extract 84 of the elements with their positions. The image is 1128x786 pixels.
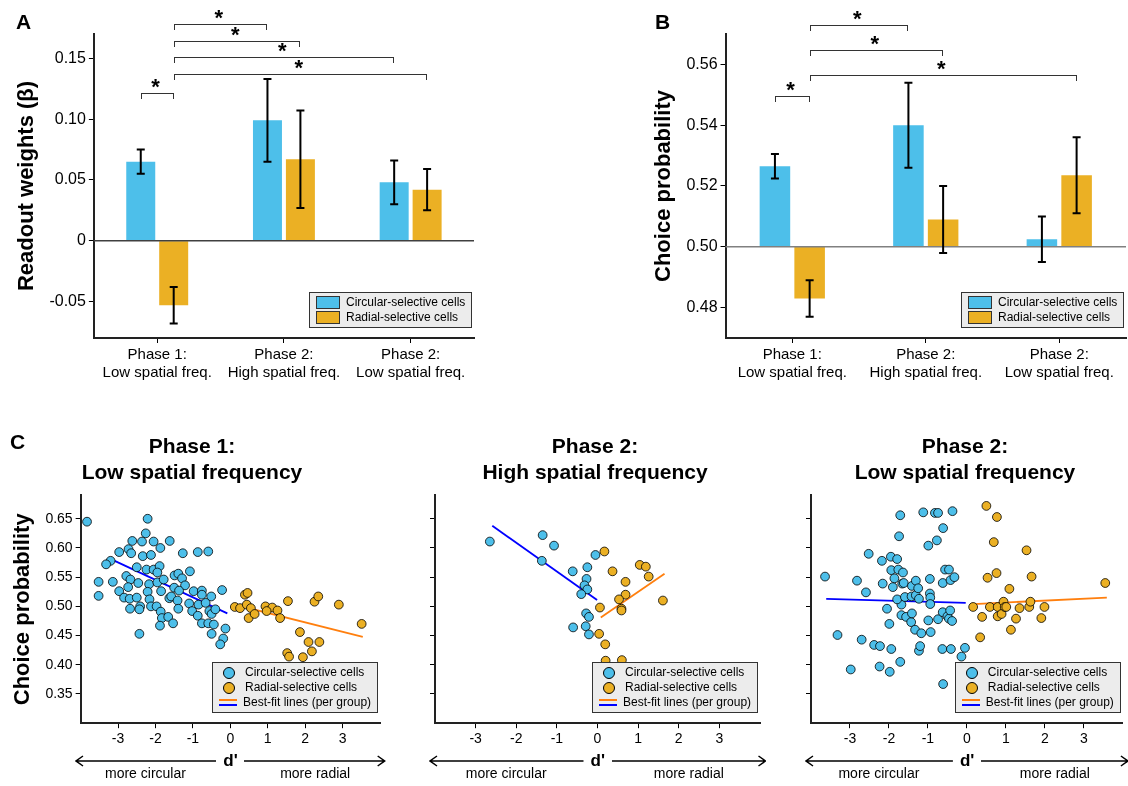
y-tick-label: 0.10 <box>54 109 86 127</box>
y-tick-label: -0.05 <box>49 291 86 309</box>
y-tick-label: 0.55 <box>45 568 73 585</box>
x-tick-label: Phase 1: Low spatial freq. <box>102 345 212 381</box>
legend-label: Radial-selective cells <box>245 680 358 696</box>
y-tick-label: 0.50 <box>686 237 718 255</box>
x-tick-label: Phase 2: Low spatial freq. <box>356 345 466 381</box>
legend-label: Circular-selective cells <box>625 665 745 681</box>
legend-label: Radial-selective cells <box>346 310 459 325</box>
y-tick-label: 0.48 <box>686 298 718 316</box>
x-tick-label: 3 <box>715 730 724 747</box>
x-tick-label: Phase 2: High spatial freq. <box>227 345 341 381</box>
legend-label: Circular-selective cells <box>987 665 1108 681</box>
y-tick-label: 0.60 <box>45 538 73 555</box>
x-tick-label: 1 <box>1001 730 1010 747</box>
x-axis-title: d' <box>590 751 605 771</box>
y-axis-title: Readout weights (β) <box>13 80 39 292</box>
y-tick-label: 0.54 <box>686 115 718 133</box>
text: * <box>853 6 862 31</box>
x-tick-label: 0 <box>963 730 971 747</box>
text: more circular <box>104 765 186 781</box>
chart-title: Phase 2: High spatial frequency <box>482 434 708 483</box>
legend-label: Circular-selective cells <box>998 295 1118 310</box>
y-tick-label: 0.50 <box>45 597 73 614</box>
y-tick-label: 0 <box>76 231 86 249</box>
annotation: * <box>277 38 287 63</box>
x-tick-label: 1 <box>263 730 272 747</box>
x-tick-label: 3 <box>1079 730 1088 747</box>
legend-label: Best-fit lines (per group) <box>985 695 1114 711</box>
x-tick-label: 0 <box>226 730 235 747</box>
x-tick-label: 1 <box>634 730 643 747</box>
text: more circular <box>465 765 547 781</box>
x-tick-label: Phase 2: High spatial freq. <box>869 345 983 381</box>
x-tick-label: -1 <box>921 730 935 747</box>
text: C <box>10 430 26 454</box>
y-tick-label: 0.40 <box>45 655 73 672</box>
x-tick-label: 0 <box>593 730 602 747</box>
legend-label: Radial-selective cells <box>987 680 1100 696</box>
y-tick-label: 0.15 <box>54 48 86 66</box>
legend-label: Circular-selective cells <box>245 665 365 681</box>
x-tick-label: 2 <box>1040 730 1049 747</box>
x-tick-label: -2 <box>149 730 162 747</box>
y-axis-title: Choice probability <box>650 89 676 282</box>
annotation: * <box>937 56 946 81</box>
text: more circular <box>838 765 920 781</box>
x-tick-label: -3 <box>469 730 483 747</box>
legend-label: Best-fit lines (per group) <box>243 695 372 711</box>
x-tick-label: -3 <box>843 730 857 747</box>
chart-title: Phase 2: Low spatial frequency <box>854 434 1076 483</box>
x-tick-label: -2 <box>510 730 523 747</box>
x-tick-label: 3 <box>338 730 347 747</box>
y-tick-label: 0.05 <box>54 170 86 188</box>
legend-label: Radial-selective cells <box>625 680 738 696</box>
y-tick-label: 0.65 <box>45 509 73 526</box>
x-tick-label: 2 <box>674 730 683 747</box>
legend-label: Circular-selective cells <box>346 295 466 310</box>
text: B <box>655 10 671 34</box>
x-tick-label: 2 <box>301 730 310 747</box>
annotation: * <box>786 77 795 102</box>
x-tick-label: -2 <box>882 730 896 747</box>
text: more radial <box>280 765 351 781</box>
y-tick-label: 0.56 <box>686 54 718 72</box>
annotation: * <box>151 74 160 99</box>
x-tick-label: Phase 2: Low spatial freq. <box>1004 345 1114 381</box>
x-tick-label: -1 <box>186 730 200 747</box>
x-axis-title: d' <box>959 751 975 771</box>
text: A <box>16 10 32 34</box>
annotation: * <box>870 31 879 56</box>
text: more radial <box>1019 765 1090 781</box>
y-tick-label: 0.52 <box>686 176 718 194</box>
y-tick-label: 0.45 <box>45 626 73 643</box>
annotation: * <box>294 55 303 80</box>
legend-label: Radial-selective cells <box>998 310 1111 325</box>
text: * <box>214 5 224 30</box>
y-tick-label: 0.35 <box>45 684 73 701</box>
legend-label: Best-fit lines (per group) <box>623 695 752 711</box>
x-tick-label: -1 <box>550 730 564 747</box>
annotation: * <box>231 22 240 47</box>
text: more radial <box>653 765 724 781</box>
y-axis-title: Choice probability <box>9 512 35 706</box>
x-axis-title: d' <box>223 751 238 771</box>
chart-title: Phase 1: Low spatial frequency <box>81 434 303 483</box>
x-tick-label: Phase 1: Low spatial freq. <box>737 345 847 381</box>
x-tick-label: -3 <box>111 730 125 747</box>
